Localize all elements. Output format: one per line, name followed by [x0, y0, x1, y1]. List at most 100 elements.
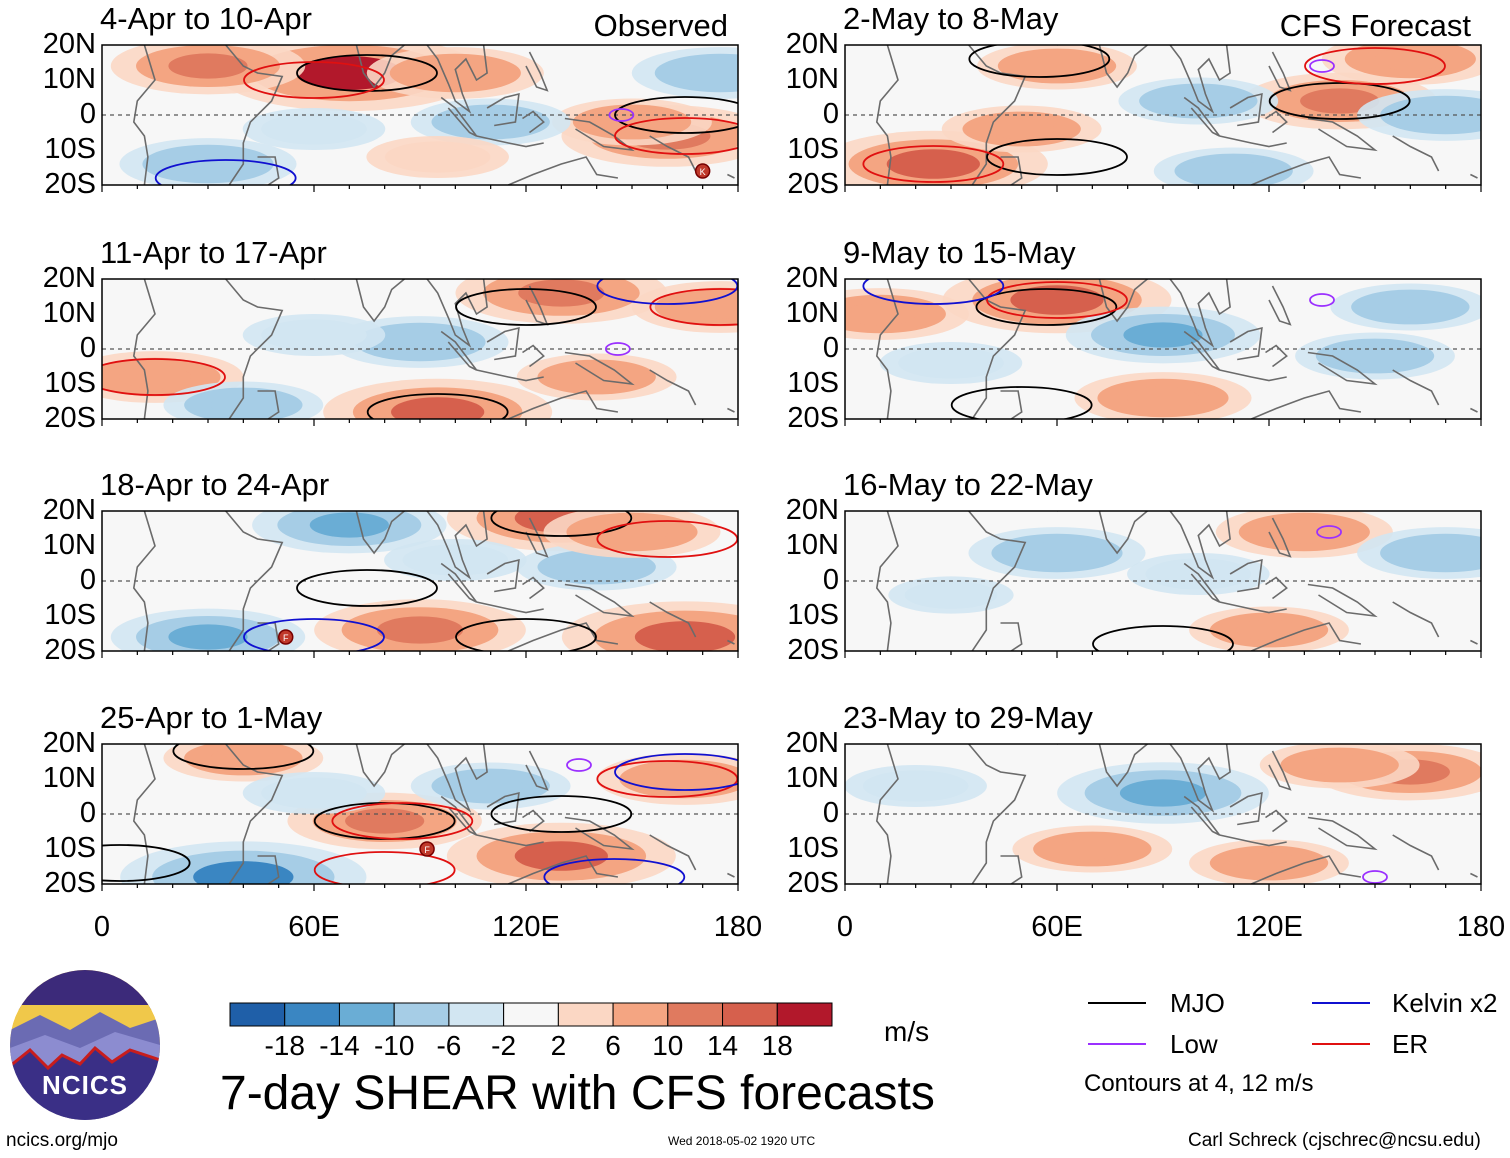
y-tick-label: 0 [822, 332, 839, 364]
contour-er [313, 851, 456, 884]
coastline [1265, 809, 1288, 833]
coastline [1229, 558, 1263, 593]
contour-mjo [975, 288, 1118, 326]
panel-title: 11-Apr to 17-Apr [100, 235, 327, 270]
colorbar-tick-label: 2 [550, 1030, 567, 1061]
anomaly-core [1024, 55, 1090, 77]
colorbar-tick-label: -10 [373, 1030, 415, 1061]
panel-1-3 [844, 743, 1482, 891]
coastline [1265, 576, 1288, 600]
coastline [132, 279, 156, 419]
anomaly-core [886, 149, 980, 179]
coastline [1470, 407, 1478, 413]
coastline [225, 744, 284, 884]
coastline [1169, 511, 1231, 580]
coastline [1219, 601, 1287, 614]
storm-label: F [424, 845, 430, 855]
coastline [314, 279, 406, 323]
coastline [1470, 639, 1478, 645]
anomaly-core [921, 353, 981, 373]
anomaly-core [419, 61, 492, 85]
anomaly-core [514, 841, 608, 871]
y-tick-label: 10N [42, 297, 96, 329]
contour-low [604, 342, 631, 356]
colorbar-swatch [557, 1002, 614, 1027]
coastline [649, 601, 697, 638]
panel-title: 2-May to 8-May [843, 1, 1059, 36]
y-tick-label: 0 [79, 797, 96, 829]
coastline [564, 583, 635, 618]
contour-mjo [1268, 82, 1411, 120]
anomaly-core [1377, 296, 1443, 318]
anomaly-core [1300, 88, 1380, 114]
coastline [1307, 583, 1378, 618]
coastline [1219, 834, 1287, 847]
coastline [314, 744, 406, 788]
coastline [426, 744, 488, 813]
anomaly-core [426, 550, 485, 570]
coastline [257, 855, 280, 884]
contour-mjo [490, 795, 633, 833]
coastline [257, 156, 280, 185]
storm-marker [277, 629, 294, 645]
contour-er [614, 117, 738, 155]
anomaly-core [193, 861, 294, 884]
coastline [132, 744, 156, 884]
contour-mjo [455, 618, 597, 651]
units-label: m/s [884, 1016, 930, 1047]
storm-label: F [283, 633, 289, 643]
footer-url: ncics.org/mjo [6, 1130, 118, 1151]
y-tick-label: 10N [785, 297, 839, 329]
panel-title: 23-May to 29-May [843, 700, 1093, 735]
coastline [968, 279, 1027, 419]
contour-er [331, 802, 474, 840]
anomaly-core [1201, 160, 1267, 182]
anomaly-core [886, 776, 945, 796]
anomaly-core [648, 767, 722, 791]
footer-author: Carl Schreck (cjschrec@ncsu.edu) [1188, 1130, 1481, 1151]
y-tick-label: 0 [822, 564, 839, 596]
anomaly-core [684, 295, 738, 319]
coastline [1057, 45, 1149, 89]
contour-er [102, 358, 226, 396]
contour-low [608, 108, 635, 122]
y-tick-label: 0 [822, 98, 839, 130]
x-tick-label: 0 [836, 911, 854, 943]
anomaly-core [989, 118, 1055, 140]
coastline [486, 791, 520, 826]
panels-layer: K F F [101, 44, 1482, 891]
legend-label: ER [1392, 1029, 1429, 1059]
anomaly-core [210, 394, 276, 416]
legend-swatch-low [1088, 1043, 1146, 1045]
column-label: Observed [593, 8, 728, 43]
contour-low [1362, 870, 1388, 884]
y-tick-label: 20N [42, 262, 96, 294]
panel-title: 9-May to 15-May [843, 235, 1076, 270]
x-tick-label: 60E [288, 911, 340, 943]
colorbar-swatch [284, 1002, 340, 1027]
coastline [1268, 517, 1292, 558]
anomaly-core [1059, 838, 1125, 860]
coastline [1470, 872, 1478, 878]
panel-title: 4-Apr to 10-Apr [100, 1, 312, 36]
contour-er [1304, 47, 1446, 85]
coastline [1265, 344, 1288, 368]
y-tick-label: 10N [785, 529, 839, 561]
contour-mjo [1092, 625, 1234, 651]
y-tick-label: 20S [44, 402, 96, 434]
coastline [1000, 156, 1023, 185]
y-tick-label: 20N [785, 262, 839, 294]
anomaly-core [1307, 754, 1373, 776]
anomaly-core [284, 119, 344, 139]
panel-0-1 [101, 278, 739, 426]
contour-mjo [968, 45, 1111, 78]
legend-swatch-kelvin-x2 [1312, 1002, 1370, 1004]
coastline [1229, 92, 1263, 127]
coastline [1169, 279, 1231, 348]
storm-marker [694, 163, 711, 179]
coastline [1250, 855, 1362, 884]
coastline [1229, 791, 1263, 826]
colorbar-tick-label: 10 [652, 1030, 684, 1061]
y-tick-label: 10N [785, 63, 839, 95]
